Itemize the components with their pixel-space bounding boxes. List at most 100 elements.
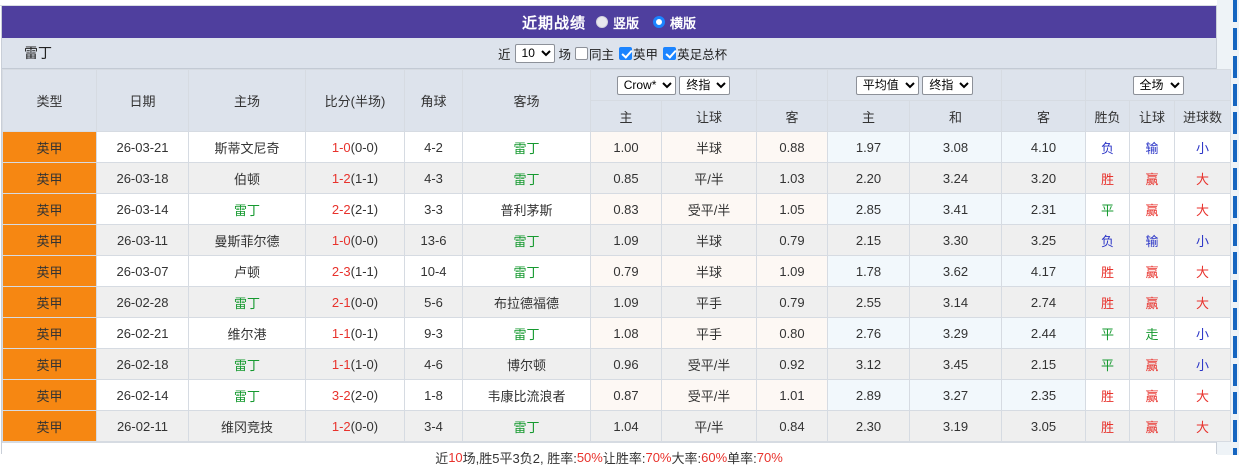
cell-away-team[interactable]: 普利茅斯 [462,193,591,225]
cell-away-team[interactable]: 布拉德福德 [462,286,591,318]
table-row[interactable]: 英甲 26-03-18 伯顿 1-2(1-1) 4-3 雷丁 0.85 平/半 1.03 2.20… [2,162,1232,194]
cell-odds-away: 0.79 [756,286,828,318]
scope-select[interactable]: 全场 [1132,75,1184,95]
cell-home-team[interactable]: 维冈竞技 [188,410,306,442]
cell-odds-away: 0.84 [756,410,828,442]
cell-away-team[interactable]: 雷丁 [462,224,591,256]
cell-home-team[interactable]: 卢顿 [188,255,306,287]
cell-home-team[interactable]: 维尔港 [188,317,306,349]
filter-bar: 雷丁 近 10 场 同主 英甲 英足总杯 [2,38,1216,69]
cell-home-team[interactable]: 雷丁 [188,379,306,411]
header-avg-home: 主 [827,100,910,132]
cell-result-wl: 平 [1085,317,1130,349]
table-row[interactable]: 英甲 26-02-11 维冈竞技 1-2(0-0) 3-4 雷丁 1.04 平/半 0.84 2.… [2,410,1232,442]
table-row[interactable]: 英甲 26-02-21 维尔港 1-1(0-1) 9-3 雷丁 1.08 平手 0.80 2.76… [2,317,1232,349]
cell-odds-handicap: 半球 [661,255,757,287]
checkbox-league-one-box[interactable] [619,46,633,60]
checkbox-same-home[interactable]: 同主 [575,44,615,63]
cell-avg-draw: 3.62 [909,255,1002,287]
cell-away-team[interactable]: 雷丁 [462,317,591,349]
checkbox-league-one[interactable]: 英甲 [619,44,659,63]
cell-match-type: 英甲 [2,379,97,411]
odds-company-select[interactable]: Crow* [616,75,676,95]
header-avg-away: 客 [1001,100,1086,132]
avg-type-select[interactable]: 平均值 [855,75,919,95]
cell-corner: 13-6 [404,224,463,256]
table-row[interactable]: 英甲 26-02-28 雷丁 2-1(0-0) 5-6 布拉德福德 1.09 平手 0.79 2.… [2,286,1232,318]
page-title: 近期战绩 [521,14,586,32]
cell-result-wl: 胜 [1085,162,1130,194]
cell-result-wl: 胜 [1085,255,1130,287]
cell-home-team[interactable]: 雷丁 [188,348,306,380]
cell-away-team[interactable]: 雷丁 [462,162,591,194]
cell-avg-away: 4.17 [1001,255,1086,287]
checkbox-fa-cup-box[interactable] [663,46,677,60]
cell-home-team[interactable]: 曼斯菲尔德 [188,224,306,256]
cell-result-wl: 平 [1085,348,1130,380]
cell-odds-home: 1.09 [590,286,662,318]
cell-avg-away: 3.20 [1001,162,1086,194]
cell-away-team[interactable]: 雷丁 [462,410,591,442]
summary-odd-label: 单率: [727,451,757,466]
header-home: 主场 [188,69,306,132]
cell-home-team[interactable]: 伯顿 [188,162,306,194]
cell-corner: 1-8 [404,379,463,411]
cell-odds-away: 1.05 [756,193,828,225]
cell-corner: 9-3 [404,317,463,349]
cell-odds-home: 0.85 [590,162,662,194]
cell-avg-home: 2.89 [827,379,910,411]
checkbox-league-one-label: 英甲 [633,47,659,62]
table-row[interactable]: 英甲 26-03-14 雷丁 2-2(2-1) 3-3 普利茅斯 0.83 受平/半 1.05 2… [2,193,1232,225]
match-count-select[interactable]: 10 [514,43,555,63]
summary-big-label: 大率: [671,451,702,466]
cell-home-team[interactable]: 雷丁 [188,193,306,225]
odds-stage-select[interactable]: 终指 [679,75,731,95]
table-row[interactable]: 英甲 26-03-21 斯蒂文尼奇 1-0(0-0) 4-2 雷丁 1.00 半球 0.88 1.… [2,131,1232,163]
cell-odds-home: 1.04 [590,410,662,442]
cell-result-wl: 负 [1085,131,1130,163]
cell-score: 2-3(1-1) [305,255,405,287]
cell-odds-handicap: 半球 [661,131,757,163]
cell-match-type: 英甲 [2,224,97,256]
cell-avg-away: 2.31 [1001,193,1086,225]
cell-odds-away: 1.03 [756,162,828,194]
cell-avg-draw: 3.24 [909,162,1002,194]
odds-spacer-cell [756,69,828,101]
summary-count: 10 [448,450,463,465]
radio-horizontal-view[interactable]: 横版 [653,13,696,32]
cell-odds-handicap: 平手 [661,317,757,349]
cell-away-team[interactable]: 韦康比流浪者 [462,379,591,411]
table-row[interactable]: 英甲 26-02-18 雷丁 1-1(1-0) 4-6 博尔顿 0.96 受平/半 0.92 3.… [2,348,1232,380]
table-row[interactable]: 英甲 26-02-14 雷丁 3-2(2-0) 1-8 韦康比流浪者 0.87 受平/半 1.0… [2,379,1232,411]
cell-result-goals: 大 [1173,286,1232,318]
radio-filled-icon[interactable] [595,16,608,28]
summary-record: 场,胜5平3负2, 胜率: [462,451,577,466]
cell-result-handicap: 走 [1129,317,1175,349]
cell-result-handicap: 赢 [1129,379,1175,411]
cell-away-team[interactable]: 雷丁 [462,255,591,287]
cell-avg-draw: 3.45 [909,348,1002,380]
cell-result-goals: 小 [1173,131,1232,163]
cell-date: 26-03-11 [96,224,189,256]
cell-away-team[interactable]: 博尔顿 [462,348,591,380]
checkbox-fa-cup[interactable]: 英足总杯 [663,44,728,63]
cell-result-goals: 大 [1173,379,1232,411]
cell-home-team[interactable]: 雷丁 [188,286,306,318]
cell-away-team[interactable]: 雷丁 [462,131,591,163]
cell-avg-draw: 3.29 [909,317,1002,349]
cell-avg-home: 2.15 [827,224,910,256]
table-row[interactable]: 英甲 26-03-07 卢顿 2-3(1-1) 10-4 雷丁 0.79 半球 1.09 1.78… [2,255,1232,287]
cell-match-type: 英甲 [2,193,97,225]
checkbox-same-home-box[interactable] [575,46,589,60]
radio-selected-icon[interactable] [653,16,665,28]
cell-match-type: 英甲 [2,255,97,287]
avg-stage-select[interactable]: 终指 [922,75,974,95]
recent-form-widget: 近期战绩 竖版 横版 雷丁 近 10 场 [0,0,1239,455]
top-strip [0,0,1239,6]
radio-vertical-view[interactable]: 竖版 [595,13,639,32]
cell-score: 1-1(0-1) [305,317,405,349]
cell-avg-home: 1.97 [827,131,910,163]
cell-result-handicap: 赢 [1129,348,1175,380]
table-row[interactable]: 英甲 26-03-11 曼斯菲尔德 1-0(0-0) 13-6 雷丁 1.09 半球 0.79 2… [2,224,1232,256]
cell-home-team[interactable]: 斯蒂文尼奇 [188,131,306,163]
